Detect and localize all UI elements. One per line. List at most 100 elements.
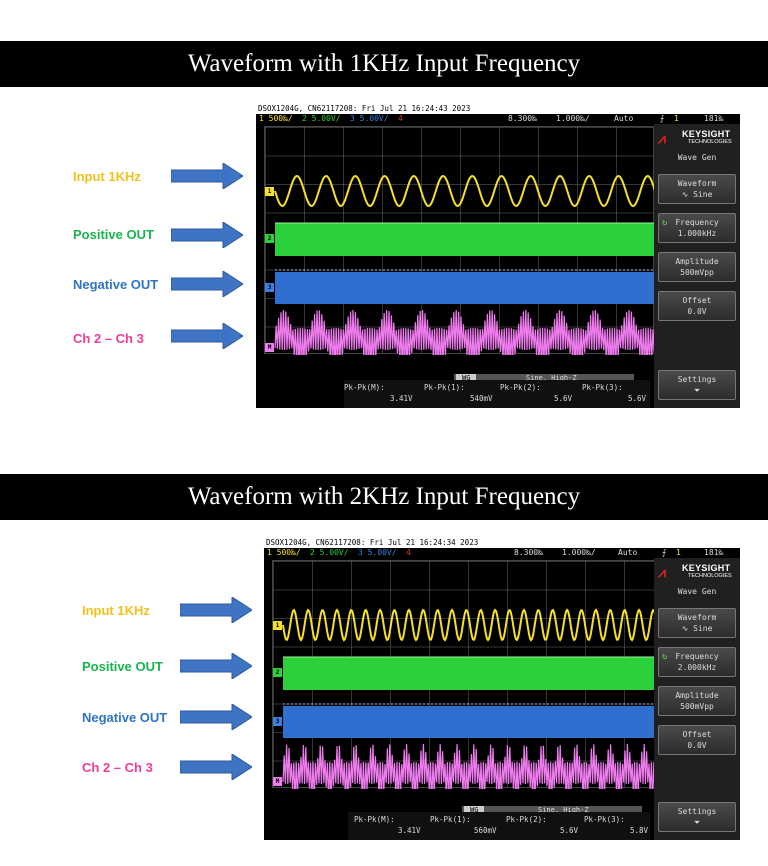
- ch2-trace: [283, 657, 657, 690]
- measurement-name: Pk-Pk(1):: [430, 815, 471, 824]
- softkey-label: Waveform: [677, 613, 717, 622]
- measurement-name: Pk-Pk(M):: [344, 383, 385, 392]
- waveform-plot: [282, 608, 657, 789]
- scope-header: DSOX1204G, CN62117208: Fri Jul 21 16:24:…: [264, 538, 740, 548]
- measurement-name: Pk-Pk(1):: [424, 383, 465, 392]
- frequency-softkey[interactable]: ↻ Frequency 1.000kHz: [658, 213, 736, 243]
- math-marker: M: [265, 343, 274, 352]
- softkey-label: Waveform: [677, 179, 717, 188]
- measurement-value: 5.6V: [554, 394, 573, 403]
- ch3-trace: [275, 272, 655, 304]
- wavegen-status: WG Sine, High-Z: [462, 806, 642, 815]
- ch1-trace: [282, 608, 657, 642]
- trigger-channel[interactable]: 1: [676, 548, 681, 557]
- waveform-softkey[interactable]: Waveform ∿ Sine: [658, 174, 736, 204]
- brand-name: KEYSIGHT: [682, 129, 731, 139]
- trigger-level[interactable]: 181‰: [704, 548, 724, 557]
- settings-softkey[interactable]: Settings ⏷: [658, 370, 736, 400]
- trigger-edge-icon: ⨍: [660, 114, 665, 123]
- measurements-bar: Pk-Pk(M): 3.41V Pk-Pk(1): 560mV Pk-Pk(2)…: [348, 812, 650, 840]
- wavegen-icon: WG: [456, 374, 477, 383]
- panel-2-title: Waveform with 2KHz Input Frequency: [0, 474, 768, 520]
- timebase-position[interactable]: 8.300‰: [508, 114, 537, 123]
- measurement-name: Pk-Pk(M):: [354, 815, 395, 824]
- arrow-right-icon: [171, 271, 243, 297]
- softkey-value: ∿ Sine: [681, 190, 713, 199]
- label-positive-out: Positive OUT: [73, 227, 154, 242]
- waveform-plot: [274, 174, 655, 355]
- knob-icon: ↻: [662, 218, 668, 228]
- softkey-value: ∿ Sine: [681, 624, 713, 633]
- softkey-label: Offset: [682, 730, 712, 739]
- arrow-right-icon: [180, 704, 252, 730]
- oscilloscope-screen: DSOX1204G, CN62117208: Fri Jul 21 16:24:…: [264, 538, 740, 840]
- ch1-scale[interactable]: 1 500‰/: [267, 548, 301, 557]
- scope-header: DSOX1204G, CN62117208: Fri Jul 21 16:24:…: [256, 104, 740, 114]
- oscilloscope-screen: DSOX1204G, CN62117208: Fri Jul 21 16:24:…: [256, 104, 740, 408]
- frequency-softkey[interactable]: ↻ Frequency 2.000kHz: [658, 647, 736, 677]
- amplitude-softkey[interactable]: Amplitude 500mVpp: [658, 252, 736, 282]
- trigger-channel[interactable]: 1: [674, 114, 679, 123]
- ch4-scale[interactable]: 4: [398, 114, 403, 123]
- softkey-label: Frequency: [675, 218, 719, 227]
- scope-status-bar: 1 500‰/ 2 5.00V/ 3 5.00V/ 4 8.300‰ 1.000…: [256, 114, 740, 124]
- trigger-mode[interactable]: Auto: [614, 114, 634, 123]
- arrow-right-icon: [180, 653, 252, 679]
- settings-softkey[interactable]: Settings ⏷: [658, 802, 736, 832]
- measurement-value: 560mV: [474, 826, 497, 835]
- softkey-value: 0.0V: [687, 307, 707, 316]
- ch3-trace: [283, 706, 657, 738]
- waveform-grid: 1 2 3 M: [264, 126, 655, 355]
- math-trace: [282, 743, 657, 789]
- timebase-scale[interactable]: 1.000‰/: [556, 114, 590, 123]
- arrow-right-icon: [180, 597, 252, 623]
- softkey-label: Offset: [682, 296, 712, 305]
- keysight-wave-icon: ⩘: [658, 564, 666, 580]
- brand-subtitle: TECHNOLOGIES: [688, 139, 732, 145]
- ch2-scale[interactable]: 2 5.00V/: [302, 114, 341, 123]
- label-input: Input 1KHz: [73, 169, 141, 184]
- measurement-value: 3.41V: [390, 394, 413, 403]
- arrow-right-icon: [171, 222, 243, 248]
- measurement-value: 5.8V: [630, 826, 649, 835]
- math-marker: M: [273, 777, 282, 786]
- trigger-edge-icon: ⨍: [662, 548, 667, 557]
- softkey-sidebar: ⩘ KEYSIGHT TECHNOLOGIES Wave Gen Wavefor…: [654, 558, 740, 840]
- arrow-right-icon: [171, 163, 243, 189]
- offset-softkey[interactable]: Offset 0.0V: [658, 725, 736, 755]
- ch3-scale[interactable]: 3 5.00V/: [358, 548, 397, 557]
- keysight-logo: ⩘ KEYSIGHT TECHNOLOGIES: [658, 128, 738, 150]
- measurement-name: Pk-Pk(3):: [584, 815, 625, 824]
- trigger-level[interactable]: 181‰: [704, 114, 724, 123]
- keysight-wave-icon: ⩘: [658, 130, 666, 146]
- softkey-value: 0.0V: [687, 741, 707, 750]
- timebase-position[interactable]: 8.300‰: [514, 548, 543, 557]
- softkey-label: Settings: [677, 807, 717, 816]
- menu-title: Wave Gen: [677, 587, 717, 596]
- label-input: Input 1KHz: [82, 603, 150, 618]
- ch3-scale[interactable]: 3 5.00V/: [350, 114, 389, 123]
- arrow-right-icon: [180, 754, 252, 780]
- softkey-label: Amplitude: [675, 257, 719, 266]
- label-negative-out: Negative OUT: [73, 277, 159, 292]
- ch2-scale[interactable]: 2 5.00V/: [310, 548, 349, 557]
- ch1-scale[interactable]: 1 500‰/: [259, 114, 293, 123]
- label-difference: Ch 2 – Ch 3: [82, 760, 153, 775]
- softkey-label: Frequency: [675, 652, 719, 661]
- panel-1-title: Waveform with 1KHz Input Frequency: [0, 41, 768, 87]
- amplitude-softkey[interactable]: Amplitude 500mVpp: [658, 686, 736, 716]
- trigger-mode[interactable]: Auto: [618, 548, 638, 557]
- ch4-scale[interactable]: 4: [406, 548, 411, 557]
- timebase-scale[interactable]: 1.000‰/: [562, 548, 596, 557]
- ch2-marker: 2: [265, 234, 274, 243]
- waveform-softkey[interactable]: Waveform ∿ Sine: [658, 608, 736, 638]
- label-negative-out: Negative OUT: [82, 710, 168, 725]
- knob-icon: ↻: [662, 652, 668, 662]
- offset-softkey[interactable]: Offset 0.0V: [658, 291, 736, 321]
- scope-status-bar: 1 500‰/ 2 5.00V/ 3 5.00V/ 4 8.300‰ 1.000…: [264, 548, 740, 558]
- measurement-value: 3.41V: [398, 826, 421, 835]
- ch2-marker: 2: [273, 668, 282, 677]
- brand-subtitle: TECHNOLOGIES: [688, 573, 732, 579]
- ch3-marker: 3: [273, 717, 282, 726]
- softkey-label: Settings: [677, 375, 717, 384]
